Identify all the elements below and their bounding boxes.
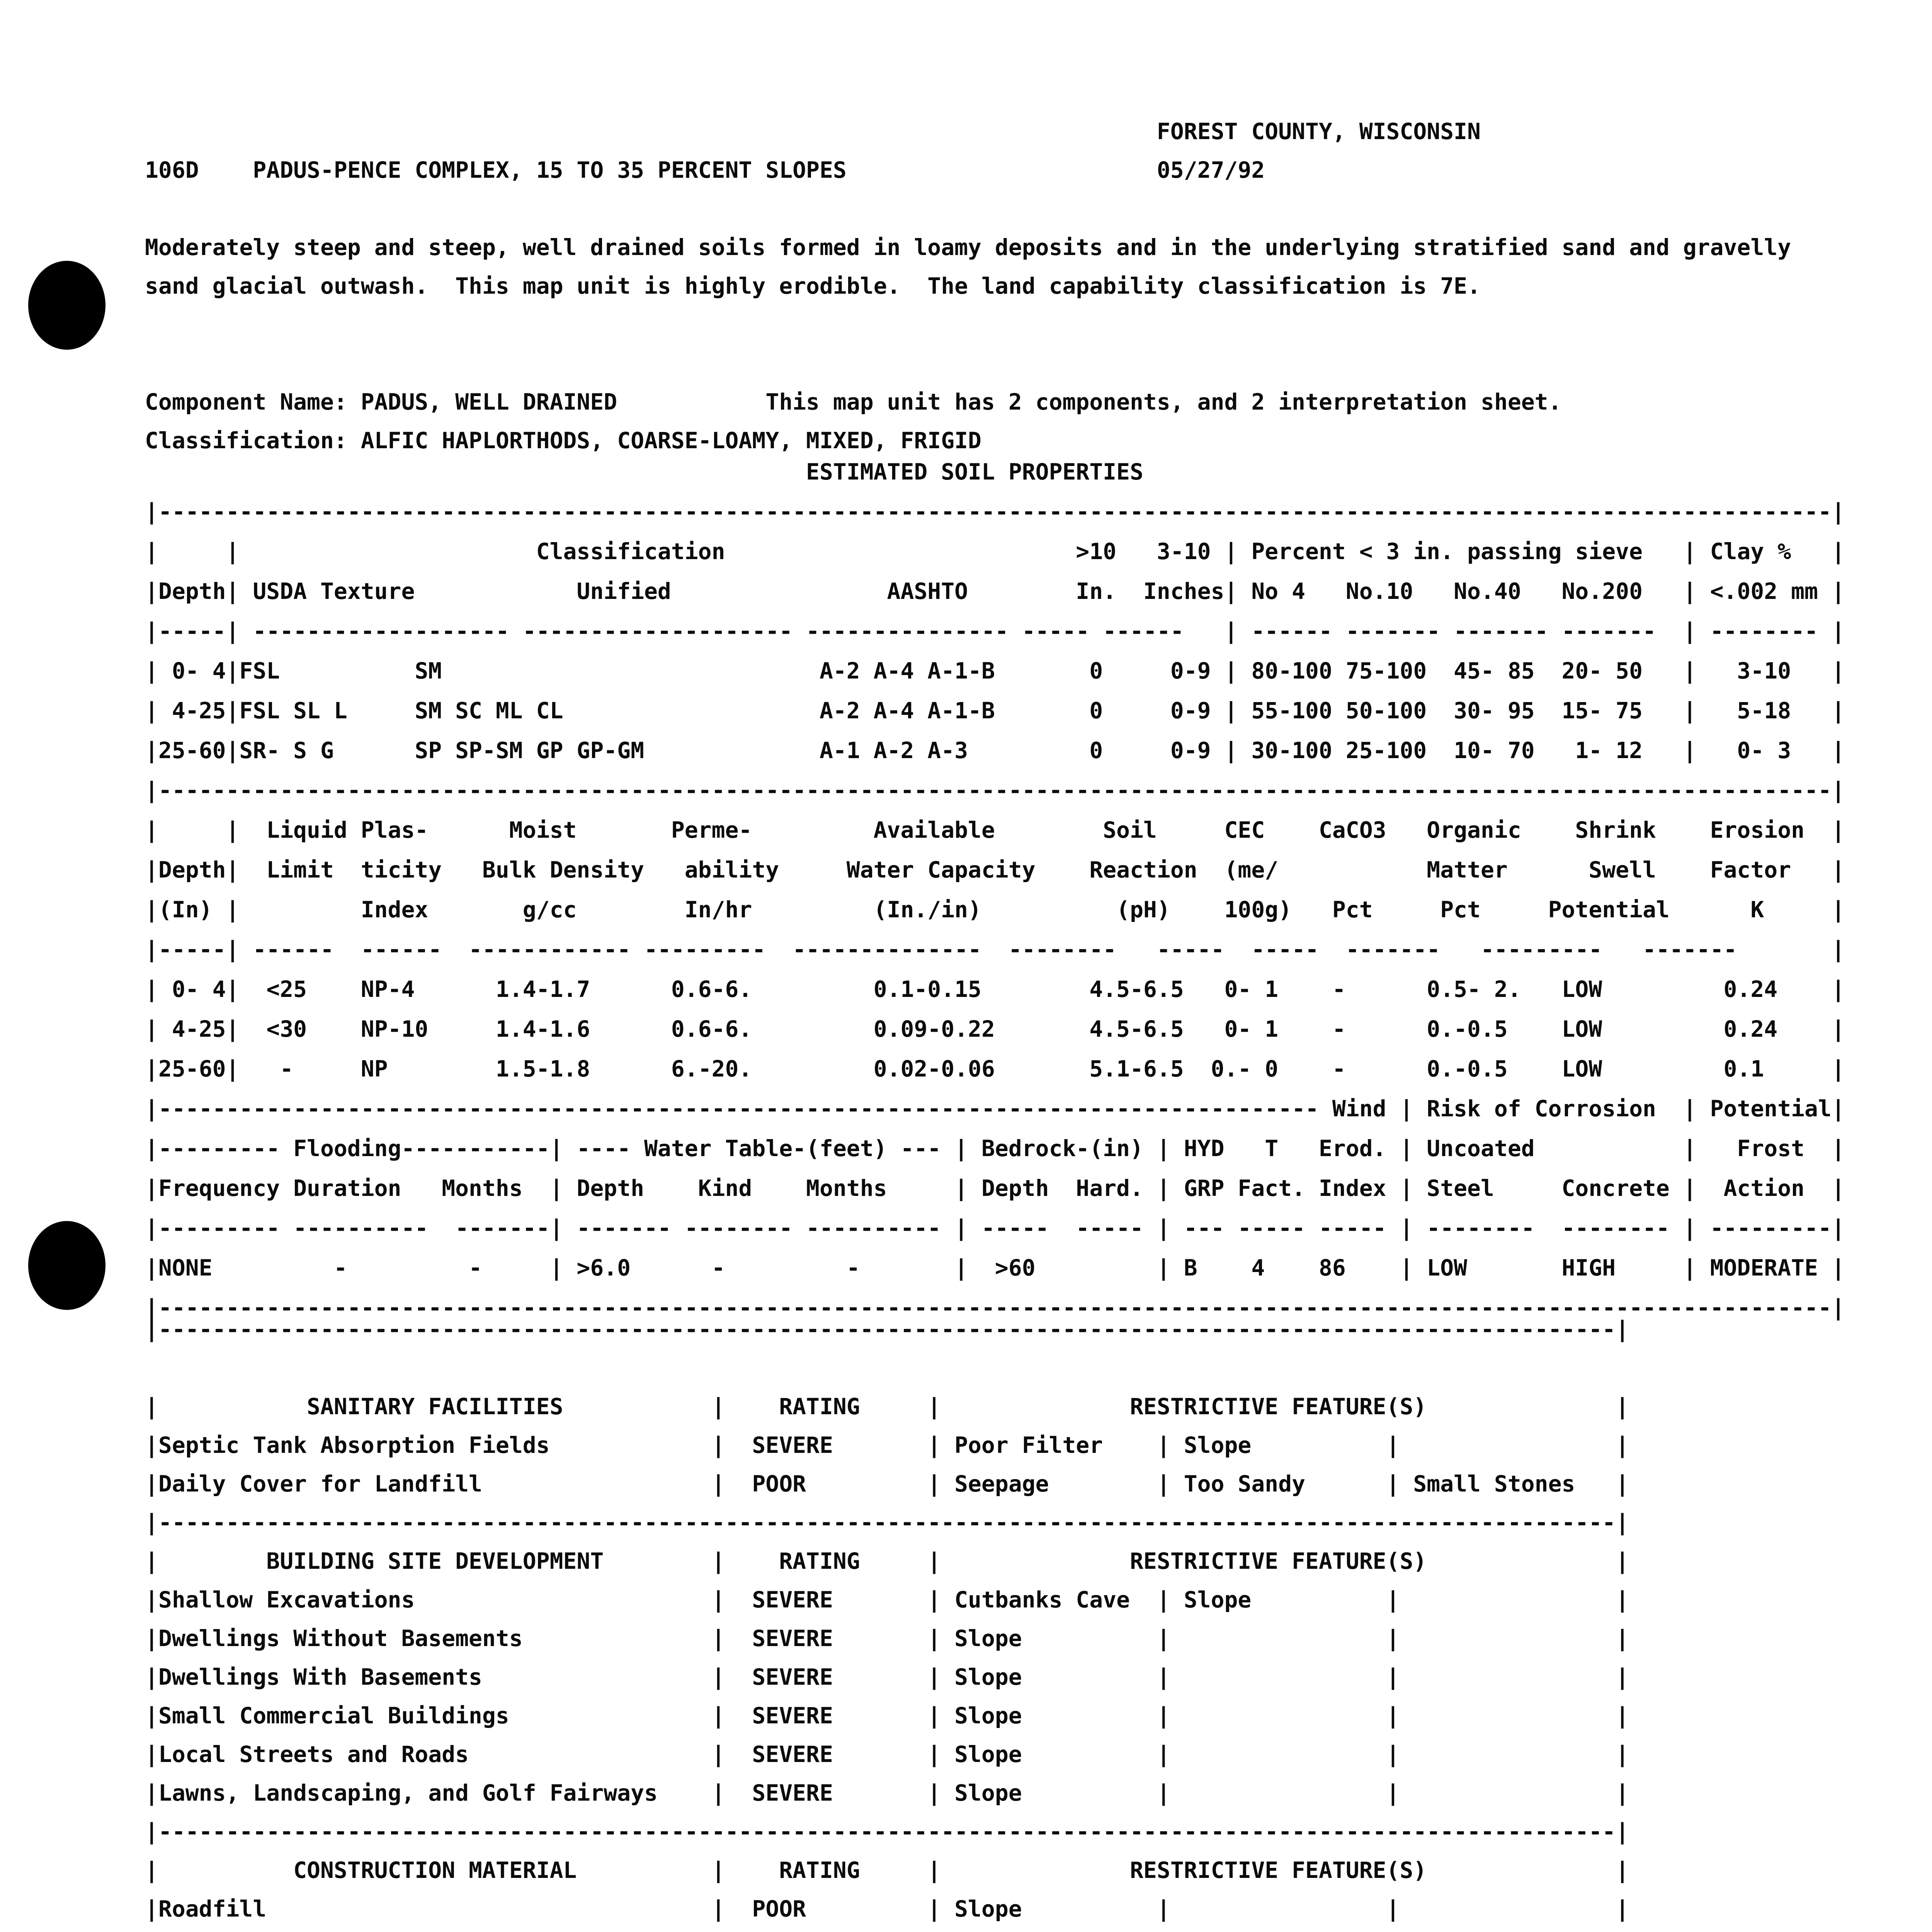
text-line: | | Liquid Plas- Moist Perme- Available … bbox=[145, 817, 1845, 843]
text-line: | 0- 4|FSL SM A-2 A-4 A-1-B 0 0-9 | 80-1… bbox=[145, 658, 1845, 684]
page-header-block: FOREST COUNTY, WISCONSIN 106D PADUS-PENCE… bbox=[145, 112, 1791, 460]
text-line: FOREST COUNTY, WISCONSIN bbox=[145, 118, 1481, 145]
text-line: |Depth| USDA Texture Unified AASHTO In. … bbox=[145, 578, 1845, 604]
hole-punch-icon bbox=[28, 1221, 105, 1310]
text-line: 106D PADUS-PENCE COMPLEX, 15 TO 35 PERCE… bbox=[145, 157, 1265, 183]
text-line: |NONE - - | >6.0 - - | >60 | B 4 86 | LO… bbox=[145, 1255, 1845, 1281]
interpretation-block: |---------------------------------------… bbox=[145, 1310, 1629, 1932]
text-line: |25-60|SR- S G SP SP-SM GP GP-GM A-1 A-2… bbox=[145, 737, 1845, 764]
text-line: ESTIMATED SOIL PROPERTIES bbox=[145, 459, 1144, 485]
text-line: |---------------------------------------… bbox=[145, 1509, 1629, 1536]
text-line: Component Name: PADUS, WELL DRAINED This… bbox=[145, 389, 1562, 415]
text-line: |---------------------------------------… bbox=[145, 1818, 1629, 1845]
text-line: Moderately steep and steep, well drained… bbox=[145, 234, 1791, 260]
text-line: | 4-25| <30 NP-10 1.4-1.6 0.6-6. 0.09-0.… bbox=[145, 1016, 1845, 1042]
text-line: |---------------------------------------… bbox=[145, 1095, 1845, 1122]
text-line: |Local Streets and Roads | SEVERE | Slop… bbox=[145, 1741, 1629, 1767]
text-line bbox=[145, 189, 1791, 228]
text-line: |Dwellings Without Basements | SEVERE | … bbox=[145, 1625, 1629, 1651]
text-line: |--------- Flooding-----------| ---- Wat… bbox=[145, 1135, 1845, 1162]
text-line: | 4-25|FSL SL L SM SC ML CL A-2 A-4 A-1-… bbox=[145, 697, 1845, 724]
hole-punch-icon bbox=[28, 261, 105, 350]
text-line: |--------- ---------- -------| ------- -… bbox=[145, 1215, 1845, 1241]
text-line: |-----| ------ ------ ------------ -----… bbox=[145, 936, 1845, 963]
text-line: |---------------------------------------… bbox=[145, 777, 1845, 803]
text-line: |Daily Cover for Landfill | POOR | Seepa… bbox=[145, 1471, 1629, 1497]
text-line bbox=[145, 1349, 1629, 1387]
text-line: sand glacial outwash. This map unit is h… bbox=[145, 273, 1481, 299]
text-line: Classification: ALFIC HAPLORTHODS, COARS… bbox=[145, 427, 981, 454]
text-line bbox=[145, 344, 1791, 383]
text-line: | SANITARY FACILITIES | RATING | RESTRIC… bbox=[145, 1393, 1629, 1420]
text-line: |(In) | Index g/cc In/hr (In./in) (pH) 1… bbox=[145, 896, 1845, 923]
text-line: |Roadfill | POOR | Slope | | | bbox=[145, 1896, 1629, 1922]
text-line bbox=[145, 305, 1791, 344]
text-line: | CONSTRUCTION MATERIAL | RATING | RESTR… bbox=[145, 1857, 1629, 1883]
text-line: |-----| ------------------- ------------… bbox=[145, 618, 1845, 644]
text-line: |Small Commercial Buildings | SEVERE | S… bbox=[145, 1702, 1629, 1729]
text-line: |Dwellings With Basements | SEVERE | Slo… bbox=[145, 1664, 1629, 1690]
text-line: |Sand | PROBABLE | | | | bbox=[145, 1928, 1629, 1932]
text-line: | 0- 4| <25 NP-4 1.4-1.7 0.6-6. 0.1-0.15… bbox=[145, 976, 1845, 1002]
text-line: |25-60| - NP 1.5-1.8 6.-20. 0.02-0.06 5.… bbox=[145, 1056, 1845, 1082]
text-line: |---------------------------------------… bbox=[145, 1316, 1629, 1342]
text-line: |Lawns, Landscaping, and Golf Fairways |… bbox=[145, 1780, 1629, 1806]
text-line: |Depth| Limit ticity Bulk Density abilit… bbox=[145, 857, 1845, 883]
text-line: | | Classification >10 3-10 | Percent < … bbox=[145, 538, 1845, 565]
estimated-soil-properties-table: ESTIMATED SOIL PROPERTIES |--------------… bbox=[145, 452, 1845, 1328]
text-line: |Shallow Excavations | SEVERE | Cutbanks… bbox=[145, 1587, 1629, 1613]
text-line: |---------------------------------------… bbox=[145, 498, 1845, 525]
text-line: | BUILDING SITE DEVELOPMENT | RATING | R… bbox=[145, 1548, 1629, 1574]
text-line: |Septic Tank Absorption Fields | SEVERE … bbox=[145, 1432, 1629, 1458]
text-line: |---------------------------------------… bbox=[145, 1294, 1845, 1321]
text-line: |Frequency Duration Months | Depth Kind … bbox=[145, 1175, 1845, 1201]
